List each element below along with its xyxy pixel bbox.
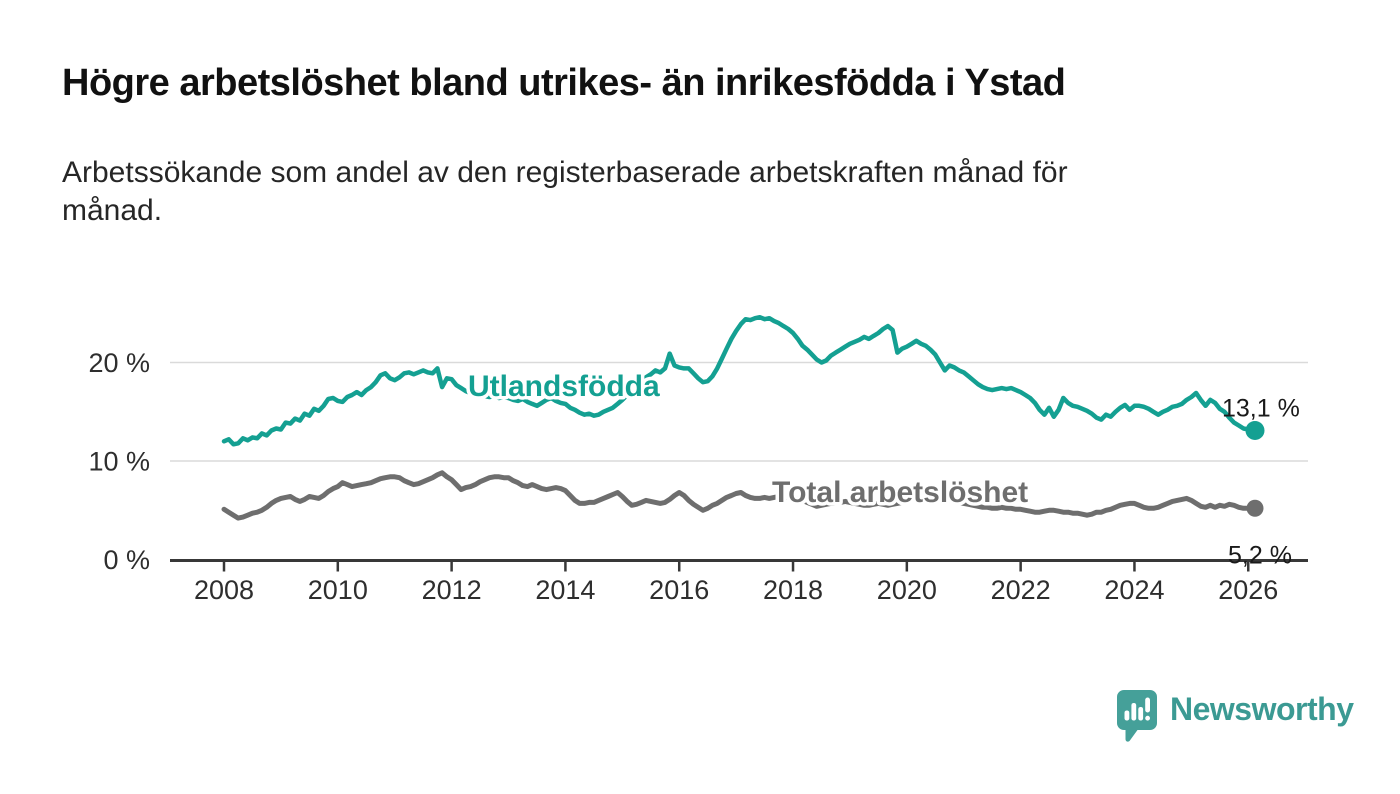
series-label-utlandsfodda: Utlandsfödda [468,370,660,403]
series-label-total: Total arbetslöshet [772,476,1028,509]
newsworthy-wordmark: Newsworthy [1170,691,1354,727]
y-tick-label: 10 % [88,447,150,477]
x-tick-label: 2026 [1218,575,1278,605]
x-tick-label: 2020 [877,575,937,605]
end-dot-total [1246,499,1264,517]
end-dot-utlandsfodda [1245,420,1265,440]
x-tick-label: 2010 [308,575,368,605]
x-tick-label: 2012 [422,575,482,605]
end-value-utlandsfodda: 13,1 % [1222,394,1300,422]
x-tick-label: 2008 [194,575,254,605]
x-tick-label: 2016 [649,575,709,605]
y-tick-label: 20 % [88,348,150,378]
x-tick-label: 2024 [1104,575,1164,605]
end-value-total: 5,2 % [1228,541,1292,569]
x-tick-label: 2018 [763,575,823,605]
series-line-utlandsfodda [221,314,1256,447]
x-tick-label: 2022 [991,575,1051,605]
chart-subtitle: Arbetssökande som andel av den registerb… [62,156,1068,227]
chart-title: Högre arbetslöshet bland utrikes- än inr… [62,62,1066,104]
y-tick-label: 0 % [103,545,150,575]
newsworthy-logo: Newsworthy [1115,687,1354,747]
series-line-total [221,470,1256,521]
newsworthy-bubble-chart-icon [1117,690,1157,742]
x-tick-label: 2014 [535,575,595,605]
